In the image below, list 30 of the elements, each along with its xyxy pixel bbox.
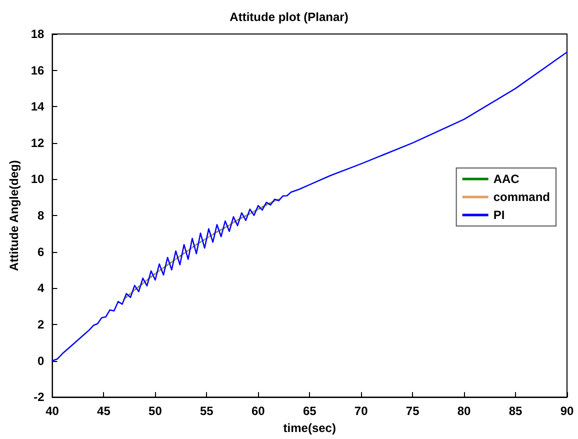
x-tick-label: 90 xyxy=(560,404,574,418)
y-tick-label: 14 xyxy=(30,100,45,114)
x-tick-label: 50 xyxy=(148,404,162,418)
y-tick-label: 12 xyxy=(30,136,45,150)
x-tick-label: 75 xyxy=(406,404,420,418)
y-tick-label: 8 xyxy=(38,208,45,223)
x-tick-label: 65 xyxy=(302,404,317,418)
x-tick-label: 60 xyxy=(251,404,266,418)
y-axis-title: Attitude Angle(deg) xyxy=(7,160,21,271)
x-tick-label: 85 xyxy=(508,404,523,418)
x-tick-label: 55 xyxy=(200,404,214,418)
y-tick-label: 2 xyxy=(38,317,45,332)
y-tick-label: -2 xyxy=(34,390,45,404)
x-tick-label: 70 xyxy=(354,404,368,418)
line-series xyxy=(52,52,568,362)
y-tick-label: 10 xyxy=(30,172,45,186)
line-series xyxy=(124,198,280,300)
chart-title: Attitude plot (Planar) xyxy=(230,10,348,24)
legend-label: command xyxy=(493,190,550,204)
y-tick-label: 18 xyxy=(30,27,45,41)
y-tick-label: 16 xyxy=(30,63,45,78)
x-tick-label: 45 xyxy=(97,404,111,418)
x-tick-label: 40 xyxy=(46,404,60,418)
y-tick-label: 6 xyxy=(38,244,45,259)
x-axis-title: time(sec) xyxy=(283,421,336,435)
legend-label: PI xyxy=(493,208,505,222)
legend-label: AAC xyxy=(493,172,520,186)
y-tick-label: 0 xyxy=(38,354,45,368)
x-tick-label: 80 xyxy=(457,404,472,418)
y-tick-label: 4 xyxy=(38,281,45,296)
